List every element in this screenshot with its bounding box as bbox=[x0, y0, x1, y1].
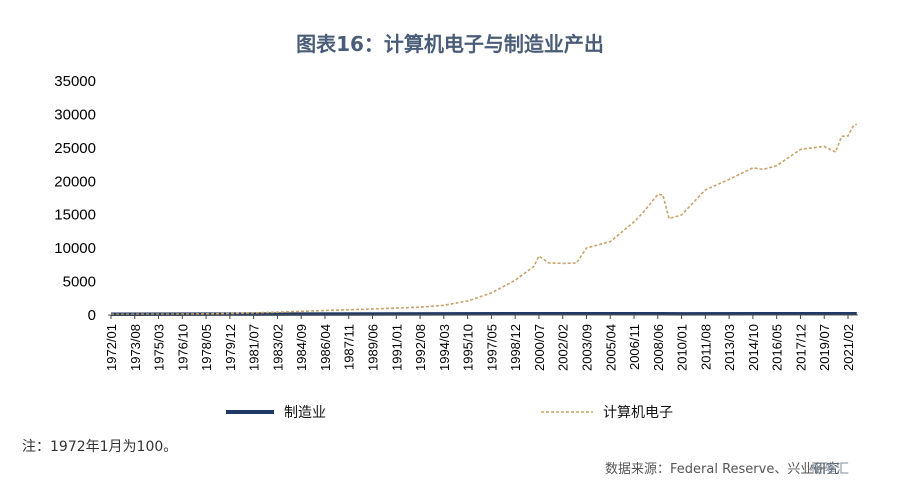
series-line-computer bbox=[110, 123, 858, 316]
y-axis-ticks: 0 5000 10000 15000 20000 25000 30000 35000 bbox=[54, 73, 96, 324]
x-tick-label: 1998/12 bbox=[508, 324, 523, 371]
legend-item-manufacturing: 制造业 bbox=[226, 402, 326, 422]
x-tick-label: 2013/03 bbox=[722, 324, 737, 371]
x-tick-label: 2003/09 bbox=[579, 324, 594, 371]
x-tick-label: 1981/07 bbox=[247, 324, 262, 371]
y-tick-label: 15000 bbox=[54, 207, 96, 224]
x-tick-label: 2005/04 bbox=[603, 324, 618, 371]
x-tick-label: 2021/02 bbox=[841, 324, 856, 371]
x-tick-label: 1989/06 bbox=[366, 324, 381, 371]
x-tick-label: 2011/08 bbox=[698, 324, 713, 370]
x-tick-label: 1991/01 bbox=[389, 324, 404, 371]
legend-item-computer: 计算机电子 bbox=[541, 402, 673, 422]
x-tick-label: 1994/03 bbox=[437, 324, 452, 371]
x-tick-label: 1972/01 bbox=[104, 324, 119, 371]
legend-label-computer: 计算机电子 bbox=[603, 405, 673, 421]
x-tick-label: 2010/01 bbox=[675, 324, 690, 371]
x-tick-label: 1975/03 bbox=[152, 324, 167, 371]
y-tick-label: 20000 bbox=[54, 173, 96, 190]
x-tick-label: 1973/08 bbox=[128, 324, 143, 371]
y-tick-label: 25000 bbox=[54, 140, 96, 157]
x-tick-label: 1984/09 bbox=[294, 324, 309, 371]
x-tick-label: 2006/11 bbox=[627, 324, 642, 370]
legend-swatch-manufacturing bbox=[226, 410, 274, 414]
x-tick-label: 2016/05 bbox=[770, 324, 785, 371]
y-tick-label: 0 bbox=[88, 307, 96, 324]
x-tick-label: 1986/04 bbox=[318, 324, 333, 371]
y-tick-label: 35000 bbox=[54, 73, 96, 90]
x-tick-label: 2014/10 bbox=[746, 324, 761, 371]
x-tick-label: 2002/02 bbox=[556, 324, 571, 371]
chart-note: 注：1972年1月为100。 bbox=[22, 439, 178, 455]
x-tick-label: 1978/05 bbox=[199, 324, 214, 371]
series-line-manufacturing bbox=[110, 311, 857, 317]
x-tick-label: 1997/05 bbox=[484, 324, 499, 371]
y-tick-label: 30000 bbox=[54, 106, 96, 123]
watermark-logo: 格隆汇 bbox=[810, 462, 850, 477]
data-source: 数据来源：Federal Reserve、兴业研究 bbox=[605, 462, 840, 477]
chart-title: 图表16：计算机电子与制造业产出 bbox=[296, 32, 604, 56]
series-layer bbox=[110, 123, 858, 317]
x-tick-label: 1983/02 bbox=[270, 324, 285, 371]
legend-swatch-computer bbox=[541, 411, 593, 413]
x-tick-label: 1987/11 bbox=[342, 324, 357, 370]
x-tick-label: 1992/08 bbox=[413, 324, 428, 371]
x-axis-ticks: 1972/01 1973/08 1975/03 1976/10 1978/05 1979/… bbox=[104, 315, 856, 371]
y-tick-label: 10000 bbox=[54, 240, 96, 257]
x-tick-label: 1976/10 bbox=[175, 324, 190, 371]
x-tick-label: 2008/06 bbox=[651, 324, 666, 371]
x-tick-label: 2017/12 bbox=[793, 324, 808, 371]
x-tick-label: 2000/07 bbox=[532, 324, 547, 371]
x-tick-label: 1995/10 bbox=[461, 324, 476, 371]
legend-label-manufacturing: 制造业 bbox=[284, 405, 326, 421]
y-tick-label: 5000 bbox=[63, 274, 96, 291]
x-tick-label: 2019/07 bbox=[817, 324, 832, 371]
x-tick-label: 1979/12 bbox=[223, 324, 238, 371]
